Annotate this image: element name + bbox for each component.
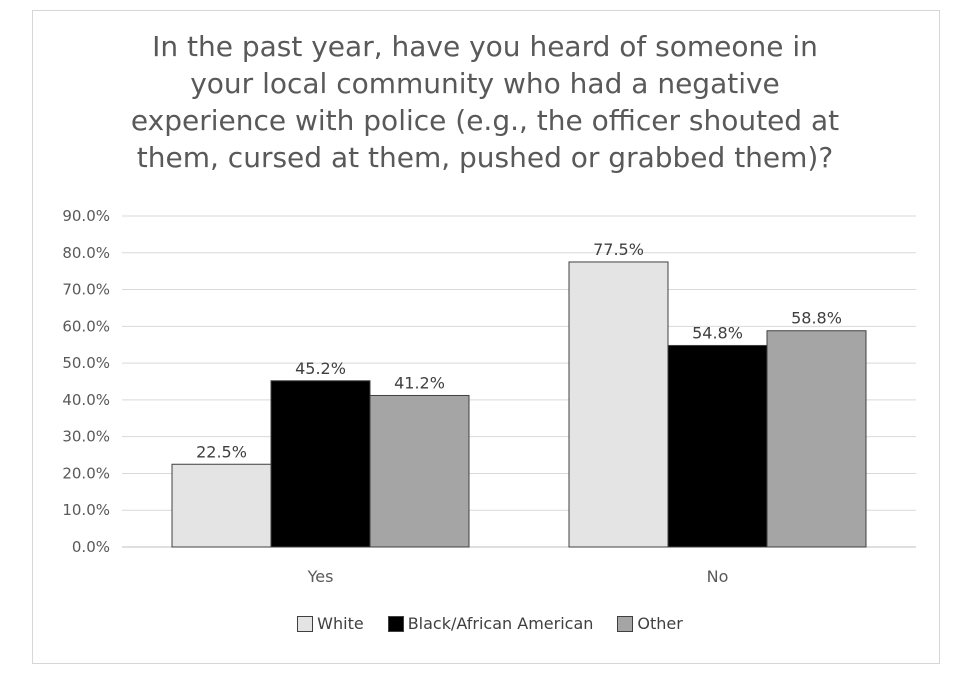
bar: [667, 344, 768, 548]
y-tick-label: 30.0%: [62, 428, 110, 446]
y-tick-label: 50.0%: [62, 354, 110, 372]
chart-title-line: them, cursed at them, pushed or grabbed …: [136, 141, 834, 174]
legend-label: Other: [637, 614, 683, 633]
y-tick-label: 60.0%: [62, 317, 110, 335]
chart-title: In the past year, have you heard of some…: [40, 28, 930, 176]
chart-legend: White Black/African American Other: [0, 614, 980, 633]
y-tick-label: 80.0%: [62, 244, 110, 262]
legend-label: Black/African American: [407, 614, 594, 633]
legend-item: Other: [617, 614, 683, 633]
y-tick-label: 20.0%: [62, 464, 110, 482]
x-category-label: No: [707, 567, 729, 586]
data-label: 54.8%: [692, 323, 743, 342]
chart-title-line: your local community who had a negative: [190, 67, 780, 100]
legend-item: Black/African American: [387, 614, 594, 633]
chart-title-line: In the past year, have you heard of some…: [152, 30, 818, 63]
data-label: 22.5%: [196, 442, 247, 461]
data-label: 58.8%: [791, 309, 842, 328]
bar: [369, 394, 470, 548]
y-tick-label: 40.0%: [62, 391, 110, 409]
legend-swatch: [297, 615, 314, 632]
bar: [766, 330, 867, 548]
data-label: 77.5%: [593, 240, 644, 259]
data-label: 45.2%: [295, 359, 346, 378]
legend-swatch: [387, 615, 404, 632]
x-category-label: Yes: [307, 567, 334, 586]
bar: [568, 261, 669, 548]
data-label: 41.2%: [394, 373, 445, 392]
legend-item: White: [297, 614, 364, 633]
legend-label: White: [317, 614, 364, 633]
bar: [171, 463, 272, 548]
bar: [270, 380, 371, 548]
y-tick-label: 90.0%: [62, 207, 110, 225]
y-tick-label: 0.0%: [72, 538, 110, 556]
y-tick-label: 70.0%: [62, 281, 110, 299]
chart-title-line: experience with police (e.g., the office…: [130, 104, 840, 137]
y-tick-label: 10.0%: [62, 501, 110, 519]
legend-swatch: [617, 615, 634, 632]
